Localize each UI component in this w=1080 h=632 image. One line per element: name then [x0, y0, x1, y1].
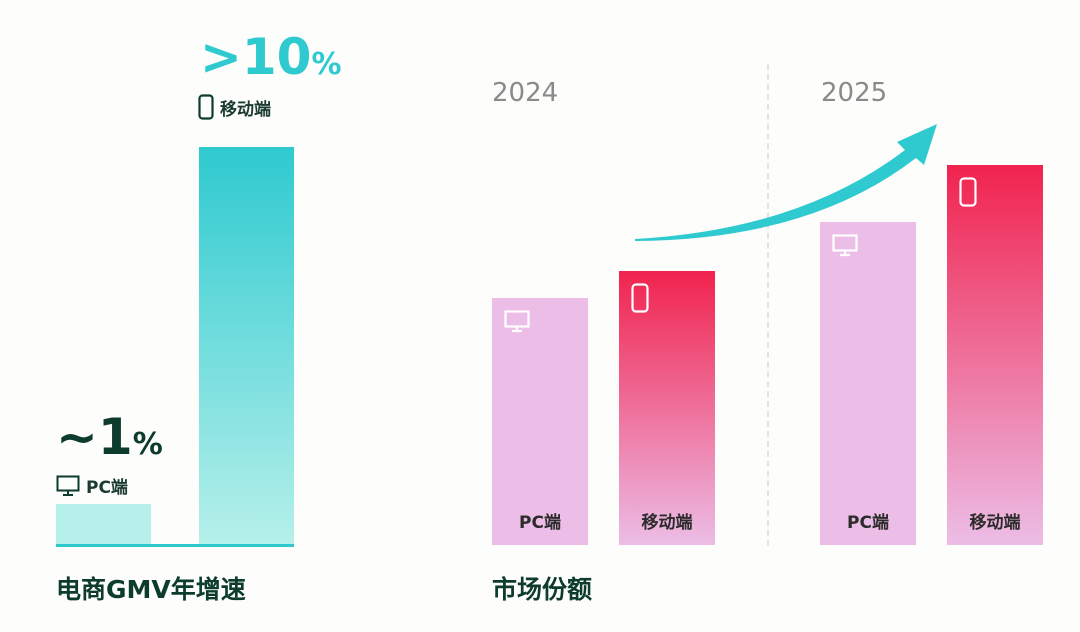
percent-sign: % — [311, 47, 342, 82]
chart-title-gmv-growth: 电商GMV年增速 — [56, 575, 246, 604]
phone-icon — [631, 283, 649, 317]
pc-growth-number: ~1 — [56, 408, 133, 466]
bar-label: 移动端 — [641, 512, 693, 533]
phone-icon — [959, 177, 977, 211]
pc-label: PC端 — [86, 478, 128, 498]
chart-title-market-share: 市场份额 — [492, 575, 593, 604]
monitor-icon — [504, 310, 530, 338]
monitor-icon — [56, 475, 80, 496]
mobile-growth-number: >10 — [200, 28, 312, 86]
bar-label: PC端 — [519, 513, 561, 533]
bar-2025-mobile: 移动端 — [947, 165, 1043, 545]
pc-growth-value: ~1% — [56, 412, 163, 462]
year-divider — [767, 64, 769, 546]
monitor-icon — [832, 234, 858, 262]
mobile-label: 移动端 — [220, 99, 271, 120]
mobile-growth-value: >10% — [200, 32, 342, 82]
year-2024: 2024 — [492, 78, 559, 108]
bar-mobile-growth — [199, 147, 294, 545]
bar-2025-pc: PC端 — [820, 222, 916, 545]
bar-2024-mobile: 移动端 — [619, 271, 715, 545]
bar-pc-growth — [56, 504, 151, 545]
pc-growth-label: PC端 — [56, 473, 128, 498]
mobile-growth-label: 移动端 — [198, 94, 271, 120]
percent-sign: % — [132, 427, 163, 462]
bar-label: PC端 — [847, 513, 889, 533]
year-2025: 2025 — [821, 78, 888, 108]
phone-icon — [198, 94, 214, 120]
bar-2024-pc: PC端 — [492, 298, 588, 545]
baseline — [56, 544, 294, 547]
bar-label: 移动端 — [969, 513, 1021, 533]
